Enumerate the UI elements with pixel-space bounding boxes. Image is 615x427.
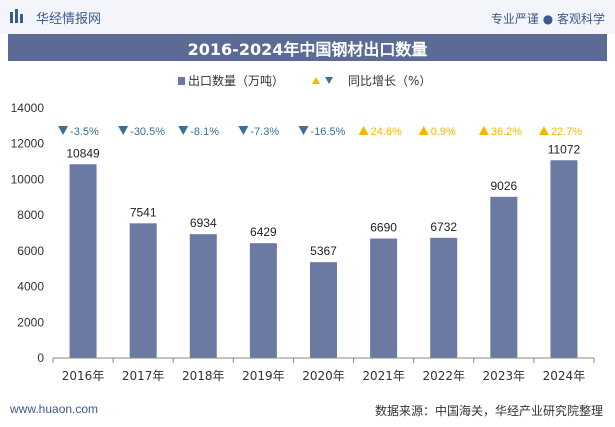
x-tick-label: 2019年 [242,369,285,383]
y-tick-label: 8000 [17,208,44,222]
bar [129,223,157,358]
growth-labels: -3.5% -30.5% -8.1% -7.3% -16.5% 24.6% 0.9% 36.2… [58,126,582,138]
top-bar: 华经情报网 专业严谨 ● 客观科学 [0,0,615,34]
x-tick-label: 2022年 [422,369,465,383]
bar [189,234,217,358]
x-tick-label: 2024年 [543,369,586,383]
title-bar: 2016-2024年中国钢材出口数量 [8,34,607,61]
y-tick-label: 6000 [17,244,44,258]
x-tick-label: 2021年 [362,369,405,383]
bar-value-label: 6429 [250,225,277,239]
growth-label: -7.3% [250,126,279,138]
y-axis: 0 2000 4000 6000 8000 10000 12000 14000 [11,101,45,365]
growth-down-triangle-icon [58,126,69,135]
y-tick-label: 4000 [17,280,44,294]
y-tick-label: 14000 [11,101,45,115]
bar-value-label: 7541 [130,205,157,219]
footer-source: 数据来源：中国海关，华经产业研究院整理 [374,404,603,418]
x-tick-label: 2018年 [182,369,225,383]
bar [69,164,97,358]
legend: 出口数量（万吨） 同比增长（%） [178,73,431,88]
bar-value-label: 10849 [66,146,100,160]
growth-label: -30.5% [130,126,165,138]
bar [550,160,578,358]
bar [370,238,398,358]
growth-down-triangle-icon [178,126,189,135]
logo-icon [10,9,23,23]
x-tick-label: 2023年 [483,369,526,383]
bar-value-label: 11072 [548,142,581,156]
footer-url[interactable]: www.huaon.com [10,402,99,416]
bar [430,237,458,358]
slogan: 专业严谨 ● 客观科学 [490,12,605,26]
x-tick-label: 2016年 [62,369,105,383]
bar-value-label: 6732 [430,220,457,234]
growth-label: 36.2% [491,126,522,138]
y-tick-label: 0 [37,351,44,365]
bar [490,196,518,358]
bars: 10849 7541 6934 6429 5367 6690 6732 9026 11072 [66,142,581,358]
y-tick-label: 12000 [11,137,45,151]
brand: 华经情报网 [10,8,102,27]
growth-up-triangle-icon [478,126,489,135]
legend-label-export: 出口数量（万吨） [188,73,284,88]
bar [310,262,337,358]
growth-label: 22.7% [551,126,582,138]
growth-down-triangle-icon [238,126,249,135]
growth-down-triangle-icon [298,126,309,135]
growth-up-triangle-icon [538,126,549,135]
legend-label-growth: 同比增长（%） [348,74,431,88]
y-tick-label: 10000 [11,172,45,186]
y-tick-label: 2000 [17,315,44,329]
bar-value-label: 6934 [190,216,217,230]
x-axis: 2016年 2017年 2018年 2019年 2020年 2021年 2022年 2023年… [52,357,595,383]
growth-label: 0.9% [431,126,456,138]
legend-bar-swatch [178,77,185,85]
bar-value-label: 6690 [370,221,397,235]
bar-value-label: 9026 [490,179,517,193]
bar [249,243,277,358]
chart-title: 2016-2024年中国钢材出口数量 [187,39,428,59]
legend-up-triangle-icon [312,77,320,84]
x-tick-label: 2017年 [122,369,165,383]
brand-name: 华经情报网 [36,11,102,27]
bar-value-label: 5367 [310,244,337,258]
growth-up-triangle-icon [418,126,429,135]
growth-label: 24.6% [371,126,402,138]
growth-down-triangle-icon [118,126,129,135]
legend-down-triangle-icon [325,77,333,84]
chart: 出口数量（万吨） 同比增长（%） 0 2000 4000 6000 8000 10000 12… [11,73,595,383]
x-tick-label: 2020年 [302,369,345,383]
growth-label: -3.5% [70,126,99,138]
growth-up-triangle-icon [358,126,369,135]
growth-label: -16.5% [311,126,346,138]
growth-label: -8.1% [190,126,219,138]
